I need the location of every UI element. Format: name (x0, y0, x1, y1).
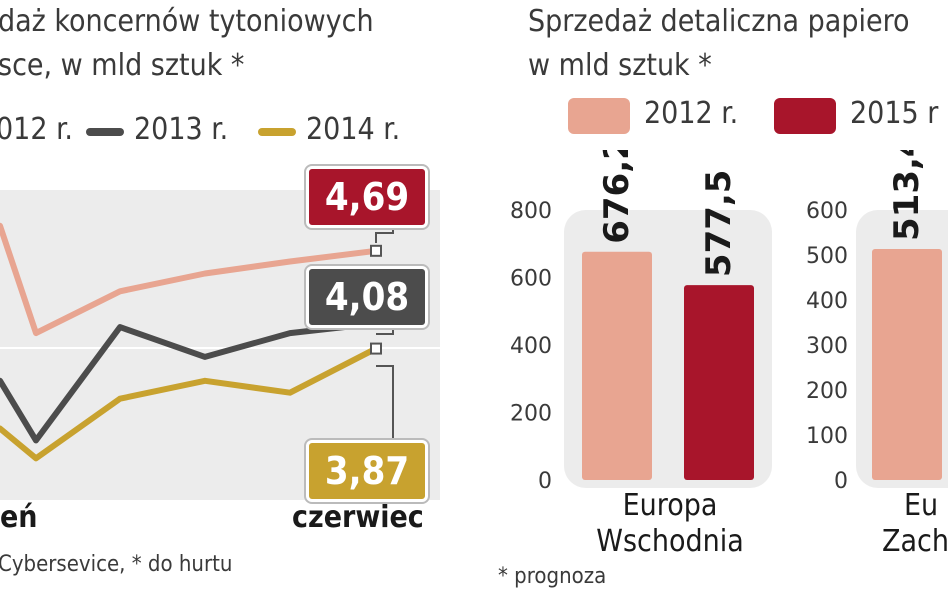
right-title-line2: w mld sztuk * (528, 48, 712, 83)
left-title-line2: sce, w mld sztuk * (0, 48, 245, 83)
value-box-2013: 4,08 (306, 266, 428, 328)
legend-label-2015-bar: 2015 r (850, 96, 939, 131)
legend-label-2012-bar: 2012 r. (644, 96, 739, 131)
group1-label-line2: Wschodnia (596, 524, 744, 559)
y-tick-label: 200 (510, 402, 552, 427)
y-tick-label: 600 (806, 199, 848, 224)
y-tick-label: 0 (538, 469, 552, 494)
value-box-2012: 4,69 (306, 166, 428, 228)
line-2014-end-marker (370, 342, 382, 355)
y-tick-label: 0 (834, 469, 848, 494)
bar-2012-europa-wschodnia-value-label: 676,2 (597, 150, 637, 244)
group1-label-line1: Europa (622, 488, 718, 523)
y-tick-label: 300 (806, 334, 848, 359)
legend-swatch-2013 (86, 128, 124, 136)
bar-2015-europa-wschodnia-value-label: 577,5 (699, 170, 739, 278)
left-source: Cybersevice, * do hurtu (0, 552, 233, 577)
y-tick-label: 400 (806, 289, 848, 314)
legend-label-2012: 012 r. (0, 112, 73, 147)
y-tick-label: 800 (510, 199, 552, 224)
left-line-chart (0, 190, 440, 500)
value-box-2014: 3,87 (306, 440, 428, 502)
group2-label-line2: Zach (882, 524, 948, 559)
leader-2014 (376, 365, 394, 438)
y-tick-label: 200 (806, 379, 848, 404)
line-2013 (0, 320, 379, 444)
y-tick-label: 500 (806, 244, 848, 269)
group2-label-line1: Eu (904, 488, 939, 523)
x-label-start: eń (0, 500, 38, 535)
y-tick-label: 400 (510, 334, 552, 359)
legend-label-2014: 2014 r. (306, 112, 401, 147)
bar-chart-europa-zachodnia: 600 500 400 300 200 100 0 513,4 (806, 150, 948, 494)
left-title-line1: daż koncernów tytoniowych (0, 4, 374, 39)
right-title-line1: Sprzedaż detaliczna papiero (528, 4, 910, 39)
legend-label-2013: 2013 r. (134, 112, 229, 147)
line-2014 (0, 345, 379, 462)
line-2012 (0, 222, 379, 337)
bar-2012-europa-zachodnia-value-label: 513,4 (887, 150, 927, 241)
bar-2012-europa-wschodnia (582, 251, 652, 480)
line-2012-end-marker (370, 244, 382, 257)
bar-2012-europa-zachodnia (872, 248, 942, 480)
y-tick-label: 600 (510, 267, 552, 292)
legend-swatch-2012-bar (568, 98, 630, 134)
legend-swatch-2014 (258, 128, 296, 136)
y-tick-label: 100 (806, 424, 848, 449)
bar-2015-europa-wschodnia (684, 285, 754, 480)
bar-chart-europa-wschodnia: 800 600 400 200 0 676,2 577,5 (510, 150, 772, 494)
legend-swatch-2015-bar (774, 98, 836, 134)
right-footnote: * prognoza (498, 564, 607, 589)
x-label-end: czerwiec (292, 500, 424, 535)
